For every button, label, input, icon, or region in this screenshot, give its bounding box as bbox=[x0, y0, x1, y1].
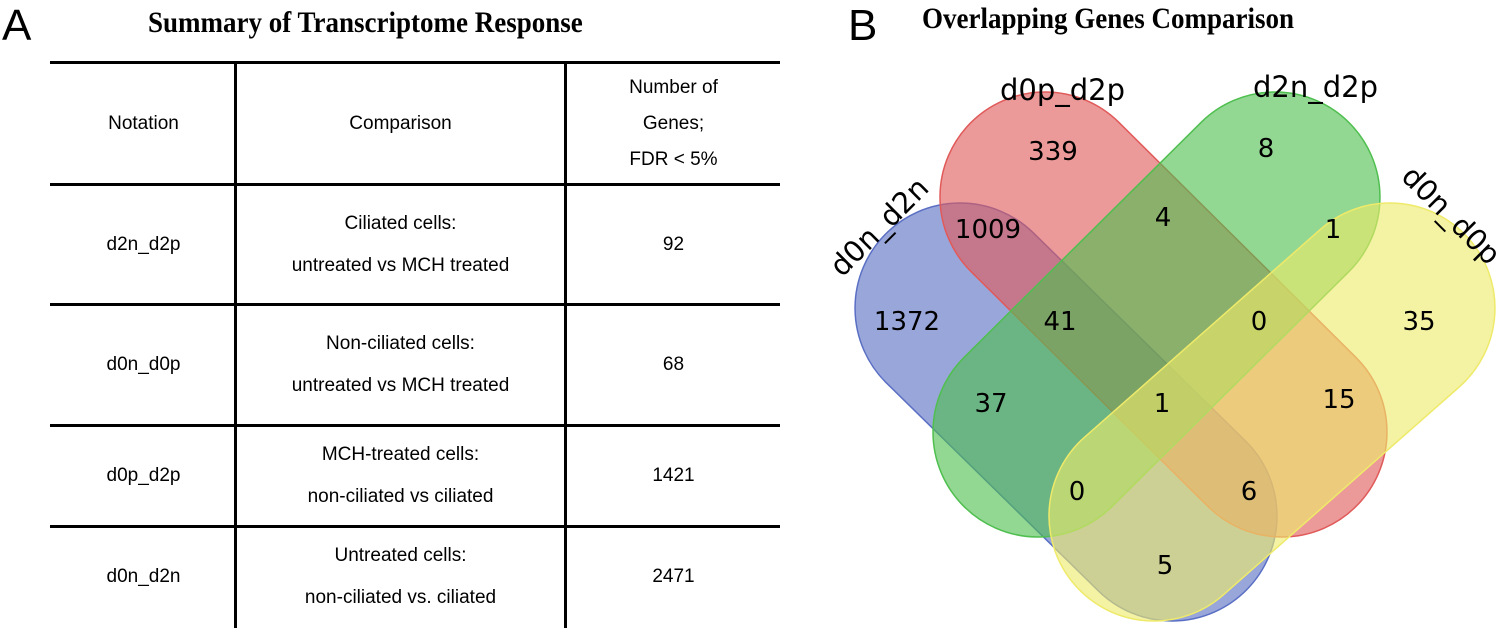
region-count: 1372 bbox=[874, 307, 940, 337]
region-count: 0 bbox=[1069, 477, 1086, 507]
genes-cell: 92 bbox=[662, 233, 685, 255]
comparison-cell: Untreated cells: non-ciliated vs. ciliate… bbox=[304, 545, 497, 608]
region-count: 339 bbox=[1028, 137, 1078, 167]
comparison-cell: MCH-treated cells: non-ciliated vs ciliat… bbox=[307, 444, 494, 507]
set-label-d2n-d2p: d2n_d2p bbox=[1253, 70, 1378, 104]
table-rule bbox=[50, 303, 780, 306]
genes-cell: 68 bbox=[662, 354, 685, 375]
header-comparison: Comparison bbox=[349, 112, 452, 134]
table-rule bbox=[50, 525, 780, 528]
region-count: 15 bbox=[1322, 385, 1355, 415]
notation-cell: d0n_d0p bbox=[106, 354, 181, 375]
panel-b-letter: B bbox=[848, 1, 878, 50]
table-rule bbox=[50, 424, 780, 427]
header-notation: Notation bbox=[108, 112, 179, 134]
set-label-d0p-d2p: d0p_d2p bbox=[1000, 73, 1125, 107]
venn-set-d0n-d0p bbox=[1048, 202, 1496, 622]
notation-cell: d0p_d2p bbox=[106, 465, 181, 486]
region-count: 37 bbox=[974, 389, 1007, 419]
table-rule bbox=[50, 183, 780, 186]
region-count: 41 bbox=[1043, 307, 1076, 337]
comparison-cell: Ciliated cells: untreated vs MCH treated bbox=[291, 212, 510, 276]
region-count: 4 bbox=[1155, 203, 1172, 233]
genes-cell: 2471 bbox=[652, 566, 695, 587]
region-count: 1 bbox=[1325, 215, 1342, 245]
region-count: 8 bbox=[1258, 134, 1275, 164]
region-count: 35 bbox=[1402, 307, 1435, 337]
notation-cell: d2n_d2p bbox=[106, 233, 181, 255]
region-count: 5 bbox=[1157, 551, 1174, 581]
table-column-divider bbox=[234, 62, 237, 628]
region-count: 1009 bbox=[955, 215, 1021, 245]
table-rule bbox=[50, 61, 780, 64]
header-number-of-genes: Number of Genes; FDR < 5% bbox=[629, 76, 718, 170]
table-title: Summary of Transcriptome Response bbox=[148, 6, 583, 39]
genes-cell: 1421 bbox=[652, 465, 695, 486]
region-count: 6 bbox=[1241, 477, 1258, 507]
panel-a-letter: A bbox=[2, 1, 32, 50]
venn-title: Overlapping Genes Comparison bbox=[922, 2, 1295, 35]
region-count: 0 bbox=[1251, 307, 1268, 337]
comparison-cell: Non-ciliated cells: untreated vs MCH trea… bbox=[291, 333, 510, 396]
notation-cell: d0n_d2n bbox=[106, 566, 181, 587]
region-count: 1 bbox=[1154, 389, 1171, 419]
table-column-divider bbox=[564, 62, 567, 628]
